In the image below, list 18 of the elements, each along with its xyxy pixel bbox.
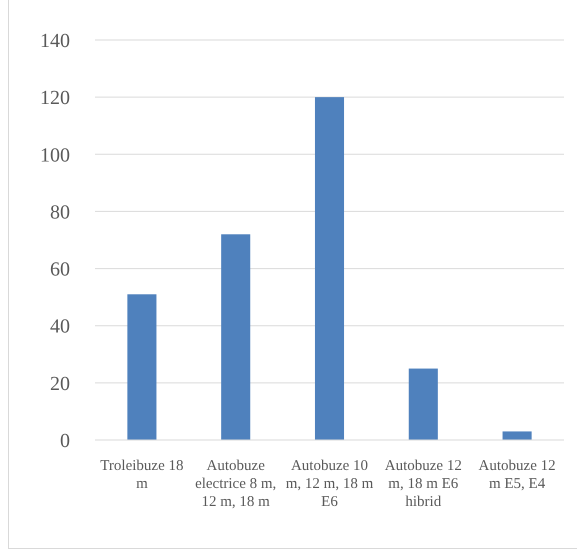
bar xyxy=(221,234,250,440)
bar xyxy=(314,97,344,440)
bar xyxy=(408,368,438,440)
y-tick-label: 100 xyxy=(40,144,70,166)
bar xyxy=(127,294,156,440)
bar xyxy=(502,431,532,440)
x-tick-label: Autobuze 12 m, 18 m E6 hibrid xyxy=(384,458,462,510)
y-tick-label: 120 xyxy=(40,87,70,110)
x-tick-label: Autobuze electrice 8 m, 12 m, 18 m xyxy=(195,458,276,510)
y-tick-label: 40 xyxy=(50,316,70,338)
x-tick-label: Troleibuze 18 m xyxy=(100,458,184,492)
y-tick-label: 0 xyxy=(60,430,70,452)
y-tick-label: 140 xyxy=(40,30,70,52)
x-tick-label: Autobuze 12 m E5, E4 xyxy=(478,458,556,492)
y-tick-label: 20 xyxy=(50,372,70,395)
y-tick-label: 80 xyxy=(50,201,70,224)
y-tick-label: 60 xyxy=(50,258,70,281)
x-tick-label: Autobuze 10 m, 12 m, 18 m E6 xyxy=(286,458,374,510)
